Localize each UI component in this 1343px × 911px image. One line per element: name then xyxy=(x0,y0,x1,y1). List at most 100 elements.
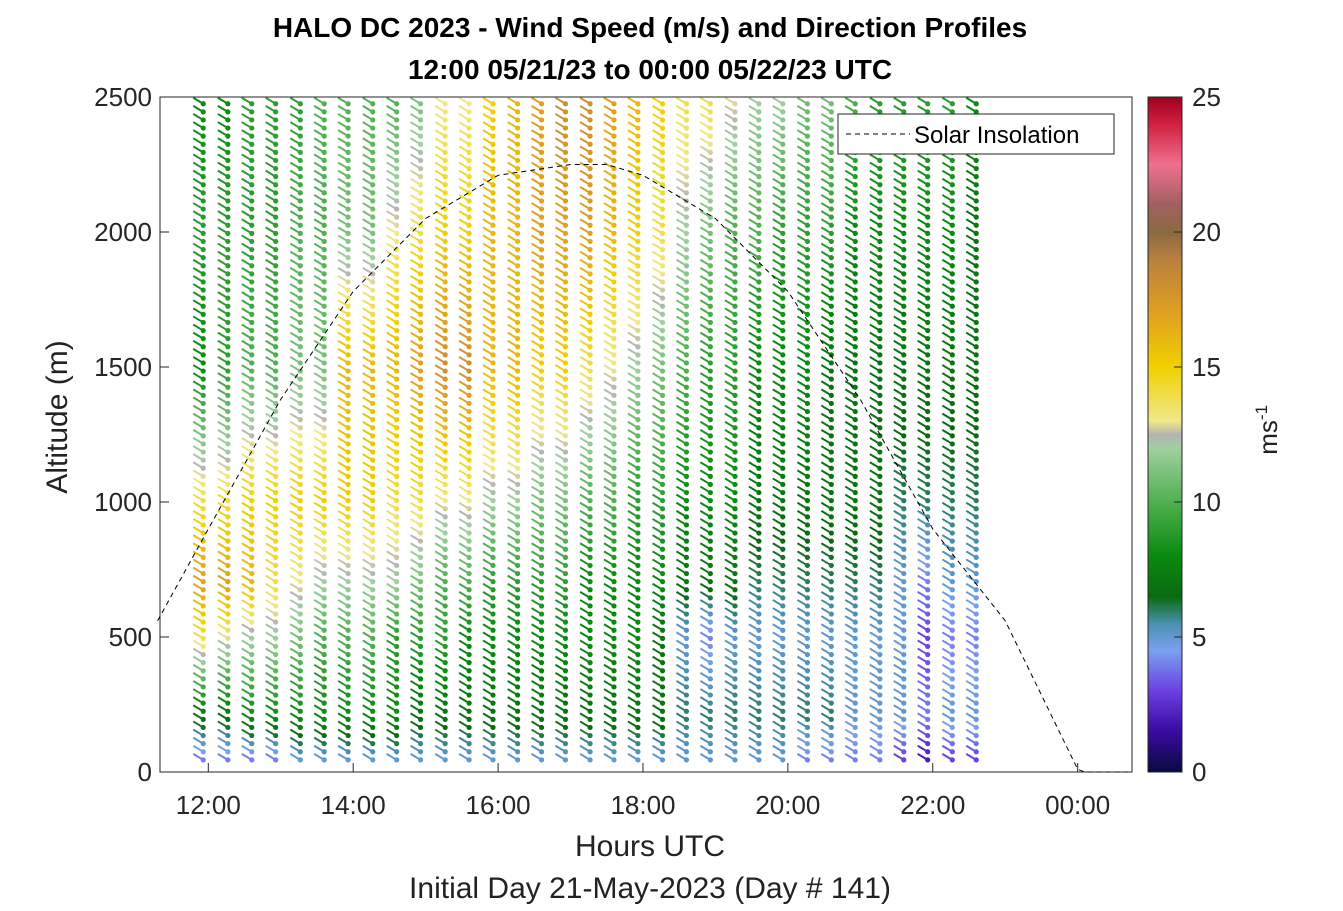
wind-barb-point xyxy=(345,190,351,196)
wind-barb-point xyxy=(249,757,255,763)
wind-barb-point xyxy=(780,352,786,358)
wind-barb-point xyxy=(804,433,811,439)
wind-barb-point xyxy=(587,741,593,747)
wind-barb-point xyxy=(852,230,858,236)
wind-barb-point xyxy=(901,700,907,706)
wind-barb-point xyxy=(442,514,448,520)
wind-barb-point xyxy=(780,182,786,188)
wind-barb-point xyxy=(780,489,786,496)
wind-barb-point xyxy=(370,579,376,585)
wind-barb-point xyxy=(611,295,617,301)
wind-barb-point xyxy=(297,554,303,560)
wind-barb-point xyxy=(732,611,738,617)
wind-barb-point xyxy=(877,498,883,504)
wind-barb-point xyxy=(587,360,593,366)
wind-barb-point xyxy=(297,246,303,253)
wind-barb-point xyxy=(828,700,834,706)
wind-barb-point xyxy=(200,352,206,358)
wind-barb-point xyxy=(297,182,303,188)
wind-barb-point xyxy=(321,352,327,358)
wind-barb-point xyxy=(611,287,617,293)
wind-barb-point xyxy=(490,635,496,641)
wind-barb-point xyxy=(345,619,351,625)
wind-barb-point xyxy=(828,327,834,334)
wind-barb-point xyxy=(852,182,858,188)
wind-barb-point xyxy=(249,352,255,358)
wind-barb-point xyxy=(707,716,713,722)
wind-barb-point xyxy=(562,101,569,107)
wind-barb-point xyxy=(273,579,279,585)
wind-barb-point xyxy=(635,651,641,658)
wind-barb-point xyxy=(659,117,666,123)
wind-barb-point xyxy=(635,489,641,496)
wind-barb-point xyxy=(780,441,786,447)
wind-barb-point xyxy=(225,530,231,536)
wind-barb-point xyxy=(877,198,883,204)
wind-barb-point xyxy=(683,303,690,309)
wind-barb-point xyxy=(515,676,521,682)
wind-barb-point xyxy=(394,433,400,439)
wind-barb-point xyxy=(345,319,351,326)
wind-barb-point xyxy=(611,246,617,253)
wind-barb-point xyxy=(587,238,593,245)
wind-barb-point xyxy=(707,651,713,658)
wind-barb-point xyxy=(442,311,448,317)
wind-barb-point xyxy=(225,368,231,374)
wind-barb-point xyxy=(780,336,786,342)
wind-barb-point xyxy=(417,368,424,374)
wind-barb-point xyxy=(756,368,762,374)
wind-barb-point xyxy=(683,530,690,536)
wind-barb-point xyxy=(321,660,327,666)
wind-barb-point xyxy=(780,190,786,196)
wind-barb-point xyxy=(297,457,303,463)
wind-barb-point xyxy=(225,635,231,641)
wind-barb-point xyxy=(804,700,811,706)
wind-barb-point xyxy=(659,716,666,722)
wind-barb-point xyxy=(635,473,641,479)
wind-barb-point xyxy=(370,255,376,261)
wind-barb-point xyxy=(756,287,762,293)
wind-barb-point xyxy=(901,579,907,585)
wind-barb-point xyxy=(587,190,593,196)
wind-barb-point xyxy=(249,643,255,650)
wind-barb-point xyxy=(394,206,400,212)
wind-barb-point xyxy=(370,757,376,763)
wind-barb-point xyxy=(442,141,448,147)
wind-barb-point xyxy=(925,530,931,536)
wind-barb-point xyxy=(417,352,424,358)
wind-barb-point xyxy=(635,595,641,601)
wind-barb-point xyxy=(707,255,713,261)
wind-barb-point xyxy=(417,182,424,188)
wind-barb-point xyxy=(756,125,762,131)
wind-barb-point xyxy=(756,708,762,714)
wind-barb-point xyxy=(442,449,448,455)
wind-barb-point xyxy=(466,579,472,585)
wind-barb-point xyxy=(466,263,472,269)
wind-barb-point xyxy=(394,676,400,682)
wind-barb-point xyxy=(538,692,545,698)
wind-barb-point xyxy=(200,514,206,520)
wind-barb-point xyxy=(297,222,303,228)
wind-barb-point xyxy=(587,182,593,188)
wind-barb-point xyxy=(200,724,206,731)
wind-barb-point xyxy=(611,417,617,423)
wind-barb-point xyxy=(804,724,811,731)
wind-barb-point xyxy=(538,538,545,544)
wind-barb-point xyxy=(515,417,521,423)
wind-barb-point xyxy=(321,141,327,147)
wind-barb-point xyxy=(442,165,448,172)
wind-barb-point xyxy=(225,651,231,658)
wind-barb-point xyxy=(659,603,666,609)
wind-barb-point xyxy=(562,327,569,334)
wind-barb-point xyxy=(828,538,834,544)
wind-barb-point xyxy=(659,757,666,763)
wind-barb-point xyxy=(611,271,617,277)
wind-barb-point xyxy=(466,570,472,577)
wind-barb-point xyxy=(804,595,811,601)
wind-barb-point xyxy=(659,165,666,172)
wind-barb-point xyxy=(345,530,351,536)
wind-barb-point xyxy=(780,595,786,601)
wind-barb-point xyxy=(370,230,376,236)
wind-barb-point xyxy=(515,384,521,390)
wind-barb-point xyxy=(442,182,448,188)
